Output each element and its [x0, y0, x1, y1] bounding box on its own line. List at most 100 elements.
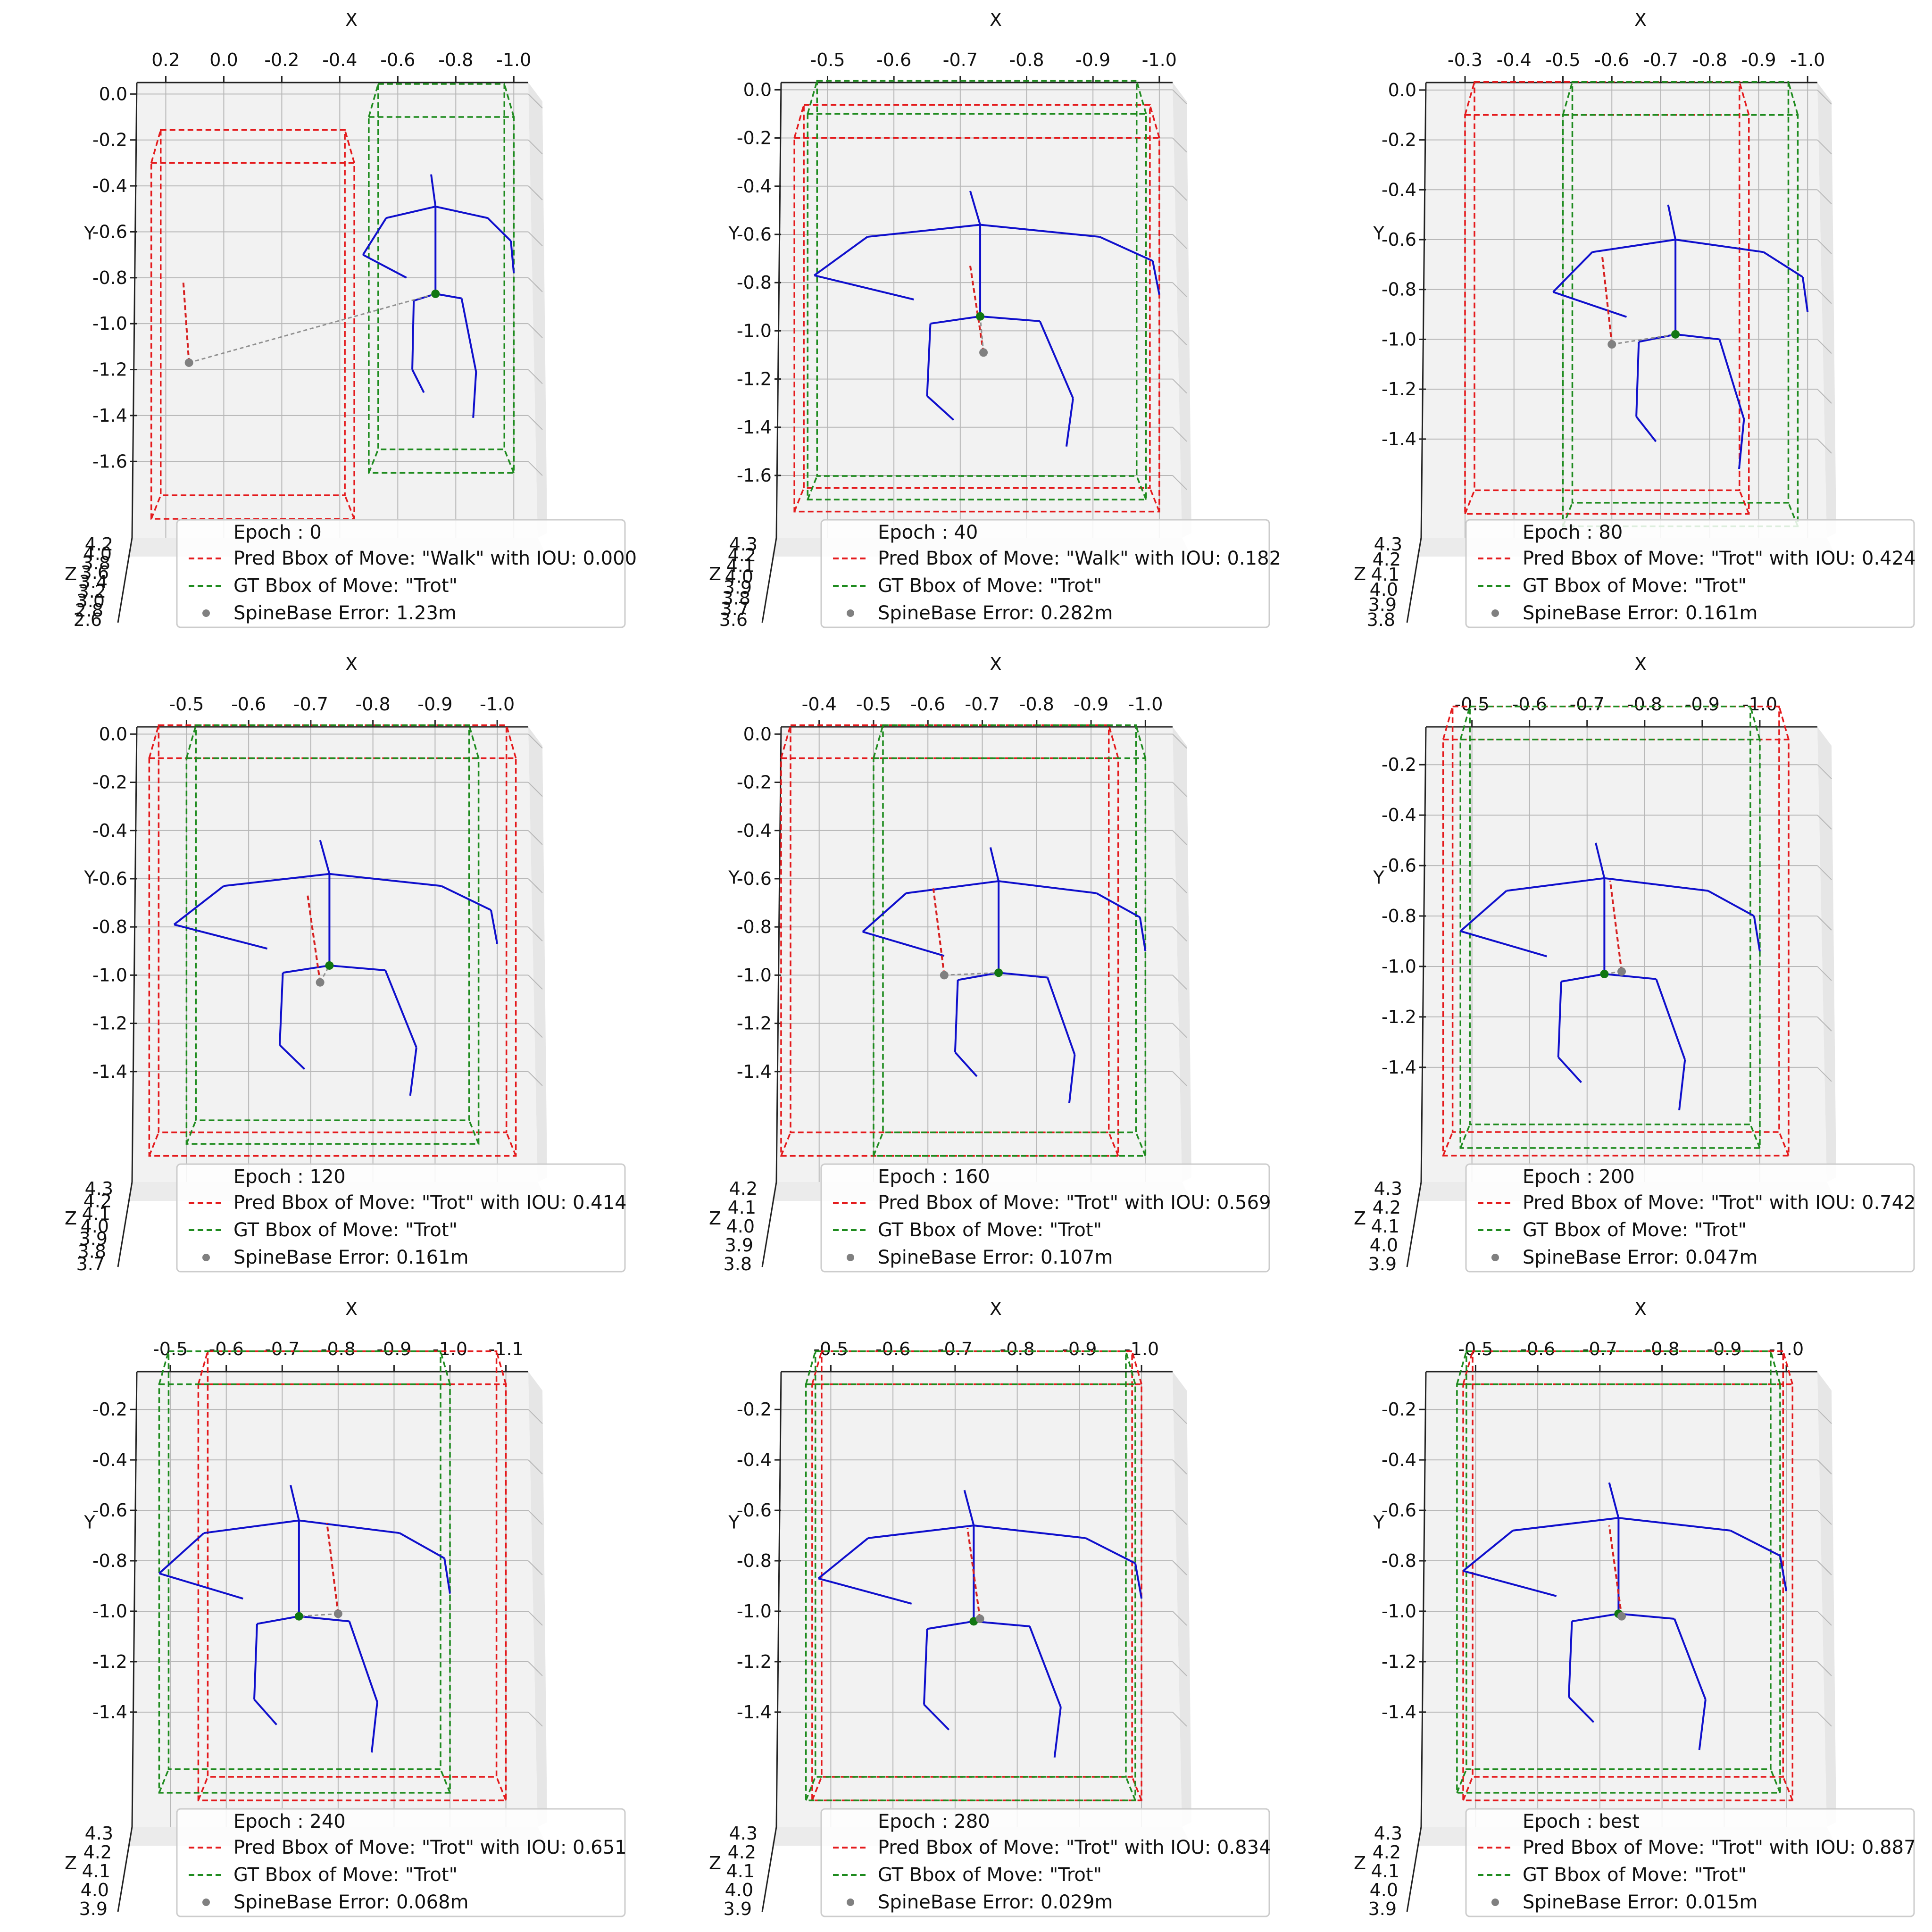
y-tick-label: -0.8	[92, 916, 127, 937]
x-tick-label: -0.8	[321, 1339, 356, 1359]
x-axis-label: X	[990, 9, 1002, 30]
side-gridline	[1172, 1071, 1187, 1086]
legend-error: SpineBase Error: 0.068m	[233, 1891, 468, 1913]
x-tick-label: -0.5	[169, 694, 204, 715]
z-tick-label: 4.1	[82, 1861, 110, 1882]
y-tick-label: -1.0	[1382, 956, 1416, 977]
skeleton-bone	[1753, 916, 1761, 952]
z-axis-label: Z	[709, 1208, 721, 1229]
z-tick-label: 4.1	[1371, 564, 1399, 585]
x-tick-label: -0.8	[1692, 50, 1727, 70]
pred-bbox-edge	[148, 1132, 159, 1157]
pred-spinebase-marker	[979, 348, 988, 357]
x-tick-label: -0.8	[1000, 1339, 1035, 1359]
skeleton-bone	[329, 873, 441, 887]
x-tick-label: -1.0	[1124, 1339, 1159, 1359]
y-tick-label: -1.4	[1382, 1057, 1416, 1078]
pred-spinebase-marker	[1617, 1612, 1626, 1621]
z-axis-line	[761, 537, 777, 623]
z-tick-label: 4.1	[726, 556, 755, 576]
skeleton-bone	[1506, 877, 1605, 892]
x-axis-label: X	[1634, 654, 1647, 675]
legend-pred: Pred Bbox of Move: "Trot" with IOU: 0.74…	[1523, 1192, 1916, 1214]
x-tick-label: -0.6	[876, 50, 911, 70]
z-axis-label: Z	[1354, 1853, 1366, 1874]
z-axis-line	[761, 1826, 777, 1912]
gt-bbox-edge	[805, 1776, 816, 1801]
y-tick-label: -1.2	[737, 369, 772, 390]
side-gridline	[1817, 189, 1832, 204]
pred-bbox-front	[793, 137, 1160, 513]
skeleton-bone	[998, 880, 1097, 894]
gt-bbox-back	[1571, 81, 1790, 504]
x-tick-label: -1.0	[1742, 694, 1777, 715]
z-tick-label: 4.0	[726, 1216, 755, 1237]
skeleton-bone	[862, 892, 907, 933]
y-tick-label: -1.4	[737, 1702, 772, 1723]
y-tick-label: -1.0	[737, 320, 772, 341]
x-tick-label: -0.7	[265, 1339, 300, 1359]
gt-bbox-edge	[1787, 82, 1799, 116]
legend-error-swatch	[847, 1254, 854, 1261]
skeleton-bone	[1763, 251, 1803, 278]
skeleton-bone	[1151, 260, 1160, 295]
skeleton-bone	[279, 973, 284, 1045]
skeleton-bone	[1029, 1626, 1062, 1707]
skeleton-bone	[173, 885, 225, 925]
x-tick-label: -0.7	[1582, 1339, 1617, 1359]
y-tick-label: -0.8	[92, 267, 127, 288]
x-tick-label: -1.0	[1790, 50, 1825, 70]
z-tick-label: 3.2	[78, 581, 106, 602]
y-tick-label: -0.2	[1382, 754, 1416, 775]
y-axis-line	[775, 82, 782, 538]
side-gridline	[528, 878, 543, 893]
skeleton-bone	[487, 217, 512, 242]
y-tick-label: -0.8	[1382, 1550, 1416, 1571]
z-tick-label: 3.6	[81, 562, 109, 583]
y-tick-label: -0.4	[737, 176, 772, 197]
gt-bbox-edge	[1459, 706, 1471, 740]
legend-error-swatch	[1491, 1254, 1499, 1261]
side-gridline	[1172, 782, 1187, 797]
y-tick-label: -1.0	[1382, 1601, 1416, 1622]
skeleton-bone	[862, 931, 945, 957]
side-gridline	[1172, 974, 1187, 990]
side-gridline	[1172, 330, 1187, 346]
z-tick-label: 4.1	[728, 1197, 756, 1218]
skeleton-bone	[224, 873, 330, 887]
z-tick-label: 4.0	[725, 1880, 753, 1900]
skeleton-bone	[1618, 1613, 1675, 1620]
side-gridline	[1172, 89, 1187, 105]
pred-bbox-edge	[811, 1776, 823, 1801]
skeleton-bone	[1065, 398, 1074, 447]
z-tick-label: 3.8	[722, 588, 750, 608]
y-tick-label: -0.8	[737, 1550, 772, 1571]
side-gridline	[528, 926, 543, 941]
x-tick-label: -0.3	[1448, 50, 1482, 70]
gt-spinebase-marker	[1600, 969, 1609, 978]
spinebase-error-line	[189, 293, 436, 364]
legend-box	[176, 1163, 626, 1273]
gt-bbox-edge	[1136, 80, 1147, 114]
z-tick-label: 3.8	[82, 553, 110, 574]
y-axis-line	[1420, 726, 1427, 1183]
skeleton-bone	[817, 1537, 869, 1579]
side-gridline	[1172, 1560, 1187, 1575]
skeleton-bone	[906, 880, 999, 894]
legend-error-swatch	[202, 1899, 210, 1906]
x-axis-label: X	[345, 1299, 358, 1319]
side-gridline	[1817, 916, 1832, 931]
skeleton-bone	[1635, 341, 1640, 417]
y-axis-label: Y	[1373, 867, 1384, 888]
pred-spinebase-marker	[316, 978, 325, 987]
pred-spinebase-marker	[184, 358, 193, 367]
y-tick-label: -0.8	[1382, 279, 1416, 300]
x-axis-label: X	[1634, 9, 1647, 30]
x-tick-label: -0.2	[264, 50, 299, 70]
pred-bbox-back	[1474, 81, 1740, 491]
gt-bbox-back	[882, 724, 1137, 1133]
y-tick-label: -1.0	[737, 965, 772, 985]
skeleton-bone	[926, 323, 932, 396]
skeleton-bone	[1718, 339, 1745, 420]
